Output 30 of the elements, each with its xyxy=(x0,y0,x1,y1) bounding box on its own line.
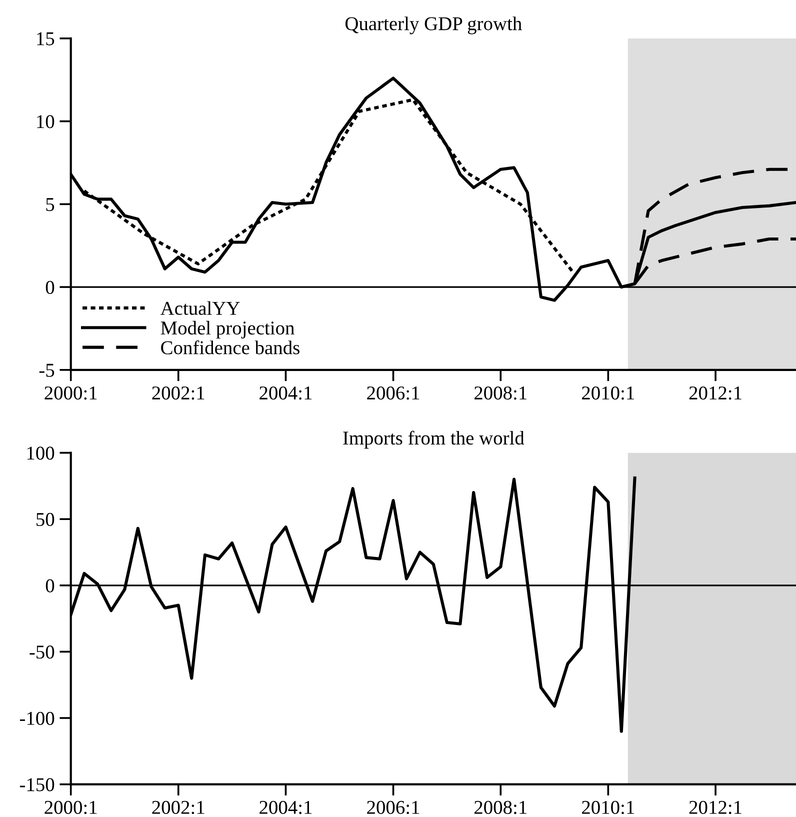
y-tick-label: 10 xyxy=(37,115,54,128)
x-tick-label: 2004:1 xyxy=(260,386,312,400)
y-tick-label: -5 xyxy=(39,364,54,377)
x-tick-label: 2002:1 xyxy=(152,386,204,400)
x-tick-label: 2006:1 xyxy=(367,800,420,814)
legend-label: Confidence bands xyxy=(161,340,300,354)
x-tick-label: 2004:1 xyxy=(260,800,312,814)
x-tick-label: 2010:1 xyxy=(582,800,634,814)
y-tick-label: 15 xyxy=(37,32,54,46)
legend-label: ActualYY xyxy=(160,301,240,315)
x-tick-label: 2012:1 xyxy=(689,386,742,400)
y-tick-label: -100 xyxy=(20,712,54,725)
y-tick-label: 100 xyxy=(27,446,54,460)
x-tick-label: 2006:1 xyxy=(367,386,420,400)
x-tick-label: 2008:1 xyxy=(474,386,526,400)
x-tick-label: 2000:1 xyxy=(44,800,97,814)
x-tick-label: 2008:1 xyxy=(474,800,526,814)
x-tick-label: 2012:1 xyxy=(689,800,742,814)
x-tick-label: 2000:1 xyxy=(44,386,97,400)
chart-title: Imports from the world xyxy=(343,430,524,449)
y-tick-label: 0 xyxy=(46,579,54,592)
y-tick-label: 50 xyxy=(36,512,54,526)
y-tick-label: 0 xyxy=(46,280,54,294)
x-tick-label: 2002:1 xyxy=(152,800,204,814)
x-tick-label: 2010:1 xyxy=(582,386,634,400)
legend-label: Model projection xyxy=(160,320,294,339)
chart-title: Quarterly GDP growth xyxy=(345,16,522,34)
y-tick-label: 5 xyxy=(46,198,54,212)
y-tick-label: -150 xyxy=(20,778,54,792)
y-tick-label: -50 xyxy=(30,646,54,659)
